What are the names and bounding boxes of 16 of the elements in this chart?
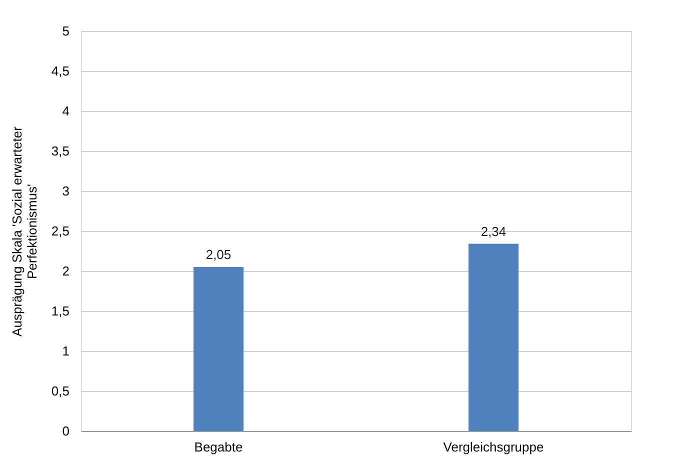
y-tick-label: 2,5 (51, 224, 70, 238)
y-tick-label: 2 (62, 264, 70, 278)
y-tick-label: 0 (62, 424, 70, 438)
y-tick-label: 0,5 (51, 384, 70, 398)
data-label: 2,05 (206, 247, 232, 262)
y-axis-title: Ausprägung Skala 'Sozial erwarteter Perfektionismus' (9, 126, 40, 336)
data-label: 2,34 (480, 224, 506, 239)
y-tick-label: 4,5 (51, 64, 70, 78)
y-tick-label: 5 (62, 24, 70, 38)
y-tick-label: 3 (62, 184, 70, 198)
y-tick-label: 4 (62, 104, 70, 118)
y-tick-label: 1,5 (51, 304, 70, 318)
y-tick-label: 3,5 (51, 144, 70, 158)
x-tick-label: Begabte (194, 440, 243, 454)
y-tick-label: 1 (62, 344, 70, 358)
x-tick-label: Vergleichsgruppe (443, 440, 544, 454)
